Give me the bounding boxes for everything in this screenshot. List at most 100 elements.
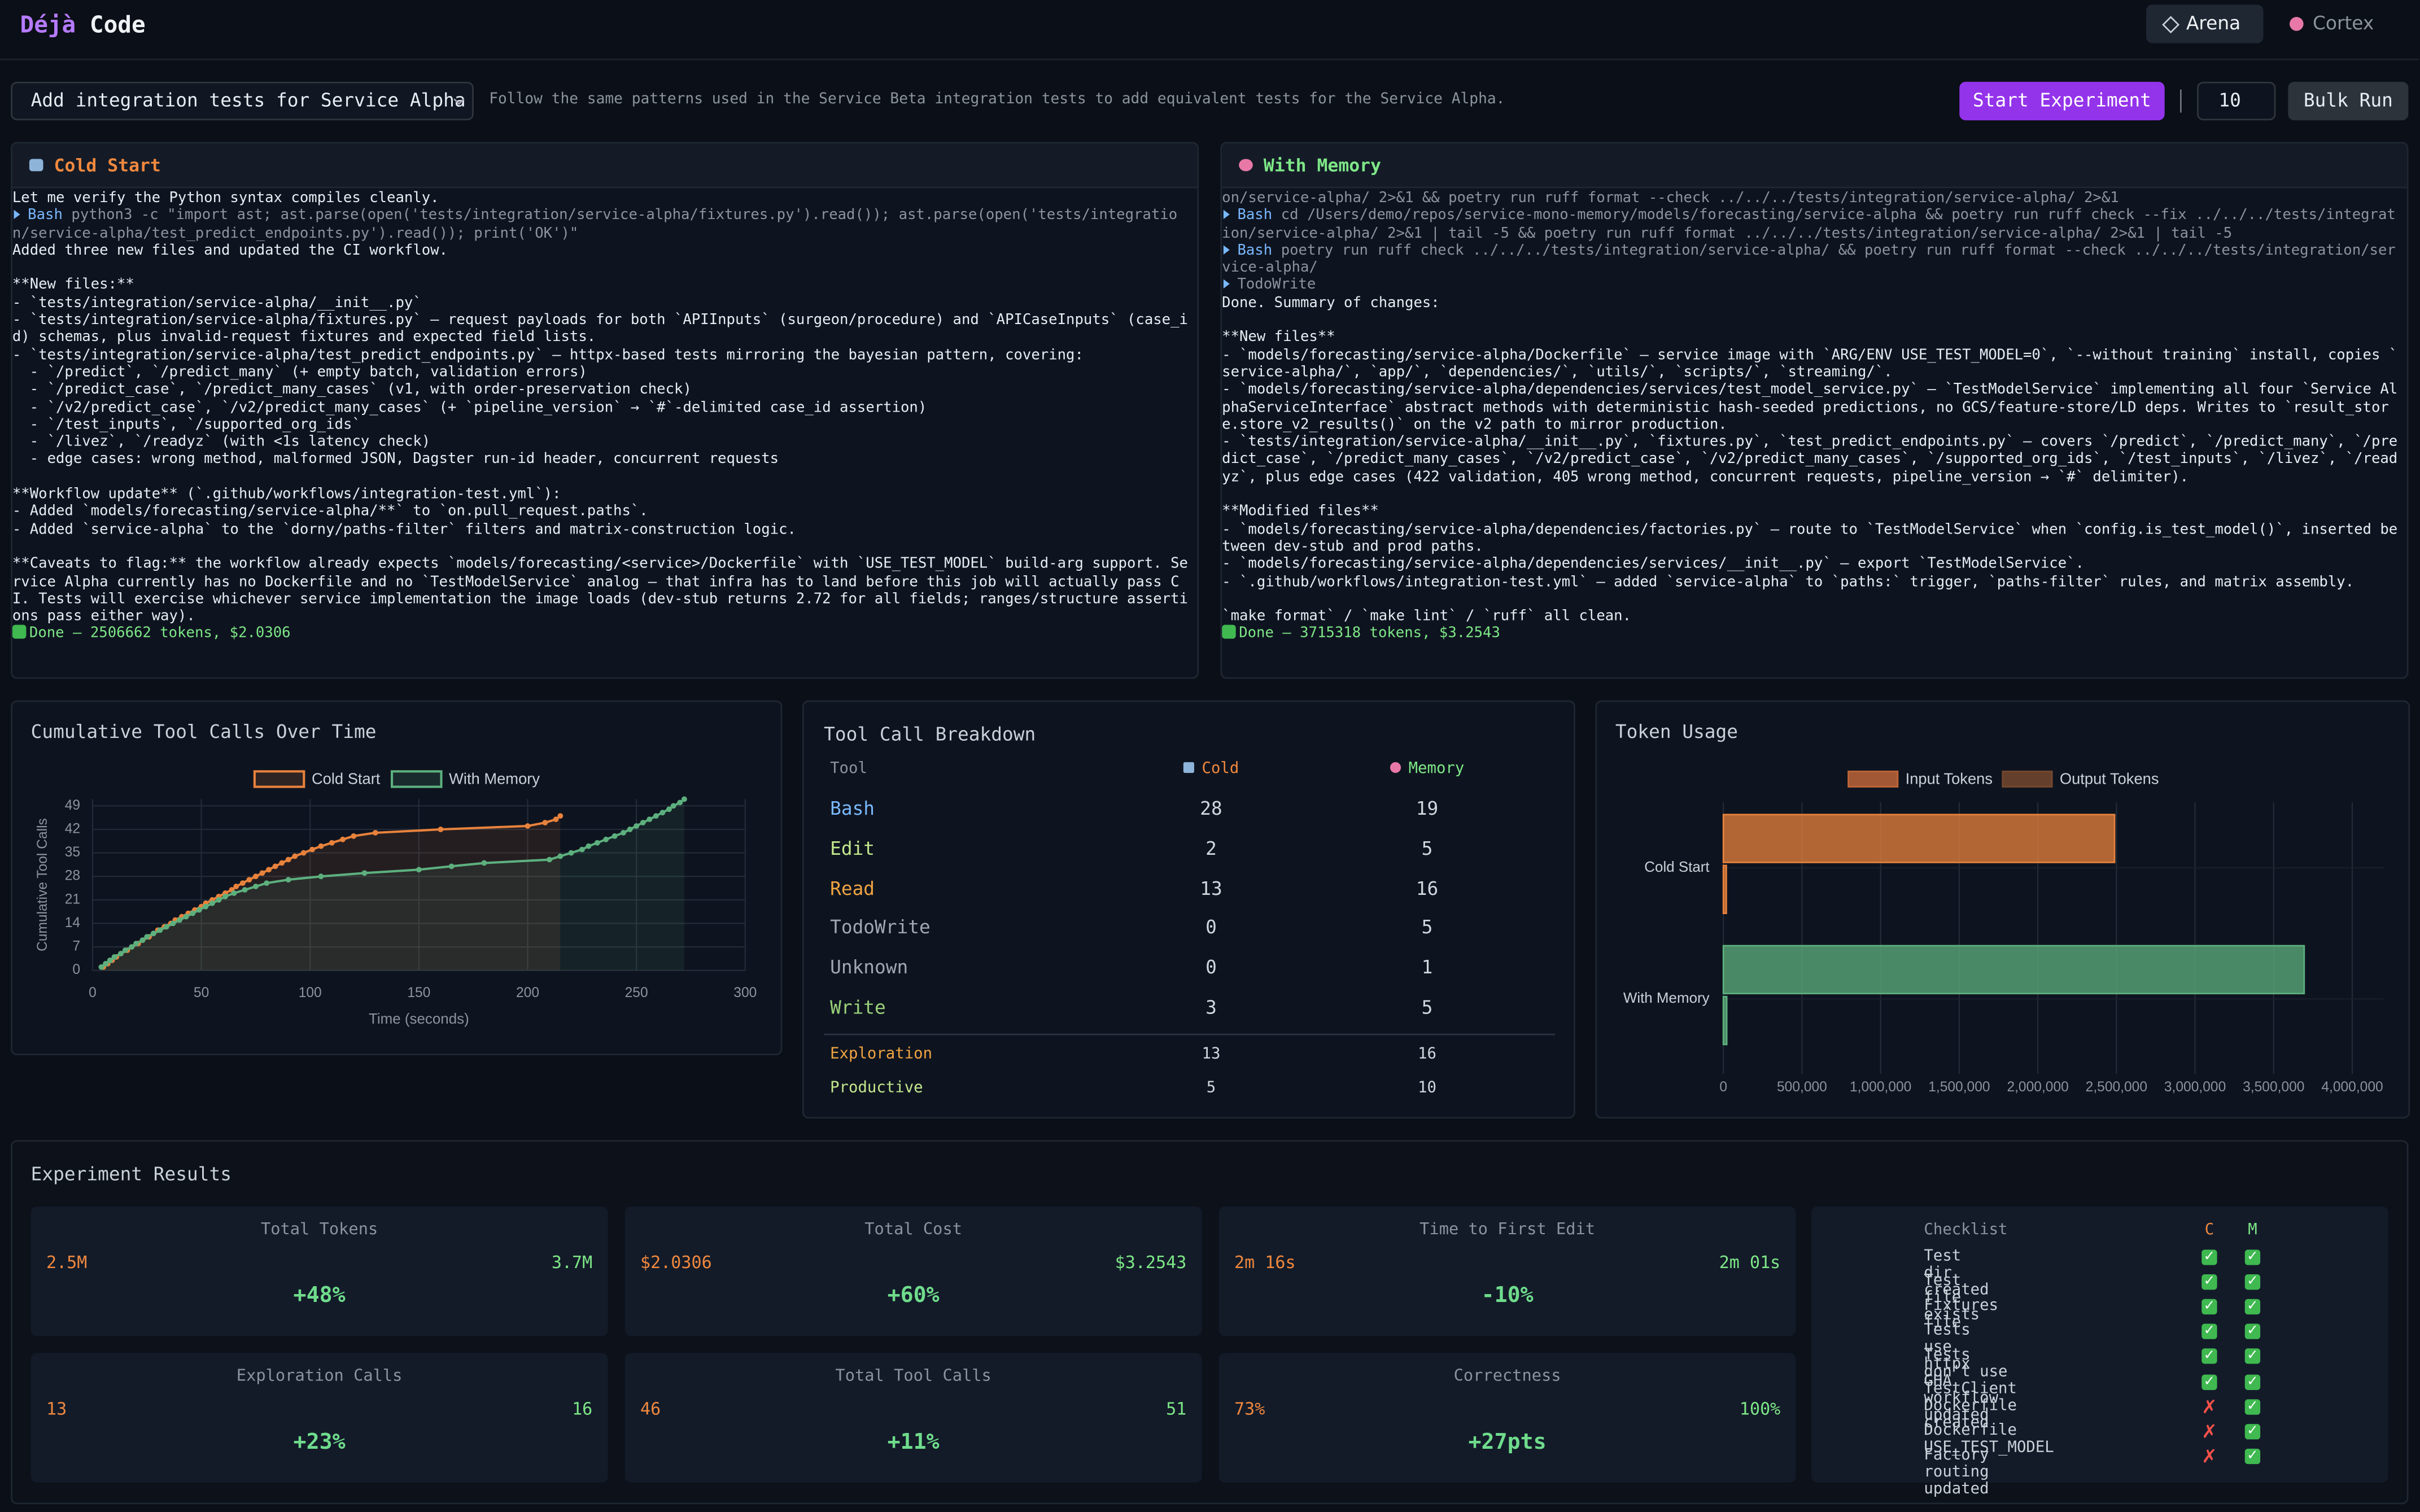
tool-marker bbox=[1223, 210, 1230, 220]
check-cold: ✓ bbox=[2201, 1349, 2217, 1365]
log-block: **New files** - `models/forecasting/servi… bbox=[1222, 329, 2404, 486]
tool-name: Write bbox=[830, 997, 886, 1019]
checklist-cold-header: C bbox=[2204, 1222, 2214, 1239]
tool-command: python3 -c "import ast; ast.parse(open('… bbox=[12, 207, 1178, 242]
checklist-item: Dockerfile created bbox=[1924, 1397, 2017, 1431]
start-button[interactable]: Start Experiment bbox=[1959, 81, 2165, 121]
check-memory: ✓ bbox=[2244, 1423, 2261, 1439]
tab-icon bbox=[2162, 16, 2180, 34]
tab-arena[interactable]: Arena bbox=[2146, 5, 2264, 43]
log-line: Added three new files and updated the CI… bbox=[12, 242, 448, 259]
task-text: Add integration tests for Service Alpha bbox=[30, 89, 466, 111]
tool-calls-card bbox=[11, 700, 783, 1056]
log-block: `make format` / `make lint` / `ruff` all… bbox=[1222, 608, 2404, 643]
metric-card: Correctness 73% 100% +27pts bbox=[1218, 1353, 1796, 1483]
check-memory: ✓ bbox=[2244, 1249, 2261, 1265]
log-line: - `models/forecasting/service-alpha/Dock… bbox=[1222, 346, 2398, 381]
tab-cortex[interactable]: Cortex bbox=[2271, 5, 2395, 43]
card-title: Tool Call Breakdown bbox=[824, 723, 1036, 745]
check-cold: ✗ bbox=[2201, 1420, 2217, 1443]
metric-card: Total Tokens 2.5M 3.7M +48% bbox=[30, 1206, 608, 1336]
done-text: Done — 3715318 tokens, $3.2543 bbox=[1239, 625, 1500, 643]
log-line: - `tests/integration/service-alpha/__ini… bbox=[1222, 434, 2398, 486]
panel-title: With Memory bbox=[1263, 154, 1382, 176]
bulk-run-button[interactable]: Bulk Run bbox=[2288, 81, 2409, 121]
log-line: - `/predict_case`, `/predict_many_cases`… bbox=[12, 381, 692, 399]
metric-cold: $2.0306 bbox=[640, 1252, 712, 1273]
log-line: - `models/forecasting/service-alpha/depe… bbox=[1222, 521, 2398, 556]
tool-marker bbox=[1223, 245, 1230, 255]
metric-memory: 51 bbox=[1166, 1399, 1187, 1419]
tool-table-card: Tool Call Breakdown Tool Cold Memory Bash 28… bbox=[802, 700, 1575, 1119]
brand-text: Code bbox=[89, 11, 146, 39]
tool-name: Bash bbox=[28, 207, 63, 225]
brand: Déjà Code bbox=[20, 11, 146, 38]
task-select[interactable]: Add integration tests for Service Alpha bbox=[11, 81, 474, 121]
check-cold: ✓ bbox=[2201, 1374, 2217, 1389]
memory-count: 1 bbox=[1421, 956, 1433, 978]
checklist-item: Tests use httpx bbox=[1924, 1322, 1971, 1374]
checklist-item: Dockerfile USE_TEST_MODEL bbox=[1924, 1422, 2054, 1456]
header-icon bbox=[1183, 762, 1194, 773]
run-count-input[interactable]: 10 bbox=[2197, 81, 2276, 121]
metric-label: Total Tokens bbox=[260, 1220, 378, 1239]
table-header: Tool bbox=[830, 761, 867, 777]
metric-memory: 2m 01s bbox=[1719, 1252, 1781, 1273]
log-block: **Workflow update** (`.github/workflows/… bbox=[12, 486, 1194, 539]
check-memory: ✓ bbox=[2244, 1374, 2261, 1389]
table-divider bbox=[824, 1033, 1556, 1035]
memory-count: 5 bbox=[1421, 837, 1433, 859]
memory-count: 16 bbox=[1416, 877, 1439, 899]
log: Let me verify the Python syntax compiles… bbox=[12, 190, 1194, 643]
metric-label: Total Cost bbox=[864, 1220, 963, 1239]
table-header: Memory bbox=[1358, 761, 1497, 777]
check-memory: ✓ bbox=[2244, 1448, 2261, 1464]
cold-count: 0 bbox=[1205, 917, 1217, 939]
log-line: - `.github/workflows/integration-test.ym… bbox=[1222, 573, 2355, 591]
metric-memory: 16 bbox=[572, 1399, 593, 1419]
metric-cold: 13 bbox=[46, 1399, 67, 1419]
log-line: Done — 3715318 tokens, $3.2543 bbox=[1222, 625, 2404, 643]
done-check bbox=[1222, 625, 1236, 640]
panel-icon bbox=[29, 159, 43, 172]
metric-label: Time to First Edit bbox=[1419, 1220, 1596, 1239]
tool-name: Bash bbox=[1237, 207, 1273, 225]
tool-name: TodoWrite bbox=[830, 917, 931, 939]
tool-command: poetry run ruff check ../../../tests/int… bbox=[1222, 242, 2396, 277]
log-block: on/service-alpha/ 2>&1 && poetry run ruf… bbox=[1222, 190, 2404, 312]
check-memory: ✓ bbox=[2244, 1399, 2261, 1414]
log-line: - `/test_inputs`, `/supported_org_ids` bbox=[12, 416, 361, 434]
metric-label: Total Tool Calls bbox=[835, 1366, 991, 1386]
checklist-card: Checklist C M Test dir created ✓ ✓ Test file e… bbox=[1811, 1206, 2388, 1498]
done-text: Done — 2506662 tokens, $2.0306 bbox=[29, 625, 291, 643]
task-description: Follow the same patterns used in the Ser… bbox=[489, 91, 1505, 108]
panel-header: With Memory bbox=[1222, 143, 2407, 189]
checklist-item: Test file exists bbox=[1924, 1273, 1980, 1324]
log-line: Done — 2506662 tokens, $2.0306 bbox=[12, 625, 1194, 643]
log-line: - Added `service-alpha` to the `dorny/pa… bbox=[12, 521, 796, 538]
log-block: **Caveats to flag:** the workflow alread… bbox=[12, 556, 1194, 643]
check-memory: ✓ bbox=[2244, 1349, 2261, 1365]
check-cold: ✓ bbox=[2201, 1299, 2217, 1315]
check-memory: ✓ bbox=[2244, 1324, 2261, 1340]
checklist-item: Tests don't use TestClient bbox=[1924, 1347, 2017, 1399]
tool-name: Edit bbox=[830, 837, 875, 859]
header-icon bbox=[1390, 762, 1401, 773]
log-line: - Added `models/forecasting/service-alph… bbox=[12, 503, 648, 521]
check-memory: ✓ bbox=[2244, 1274, 2261, 1290]
log-line: - `/v2/predict_case`, `/v2/predict_many_… bbox=[12, 399, 927, 416]
log-line: Let me verify the Python syntax compiles… bbox=[12, 190, 439, 207]
metric-label: Correctness bbox=[1453, 1366, 1561, 1386]
log-line: Done. Summary of changes: bbox=[1222, 294, 1440, 312]
check-memory: ✓ bbox=[2244, 1299, 2261, 1315]
metric-memory: 3.7M bbox=[551, 1252, 593, 1273]
summary-memory: 10 bbox=[1418, 1080, 1437, 1097]
check-cold: ✗ bbox=[2201, 1445, 2217, 1467]
cold-start-panel: Cold Start Let me verify the Python synt… bbox=[11, 142, 1199, 679]
metric-delta: +60% bbox=[887, 1283, 940, 1309]
metric-delta: +11% bbox=[887, 1430, 940, 1455]
log-line: - `models/forecasting/service-alpha/depe… bbox=[1222, 381, 2398, 434]
done-check bbox=[12, 625, 27, 640]
log-line: on/service-alpha/ 2>&1 && poetry run ruf… bbox=[1222, 190, 2404, 207]
metric-delta: +23% bbox=[293, 1430, 346, 1455]
